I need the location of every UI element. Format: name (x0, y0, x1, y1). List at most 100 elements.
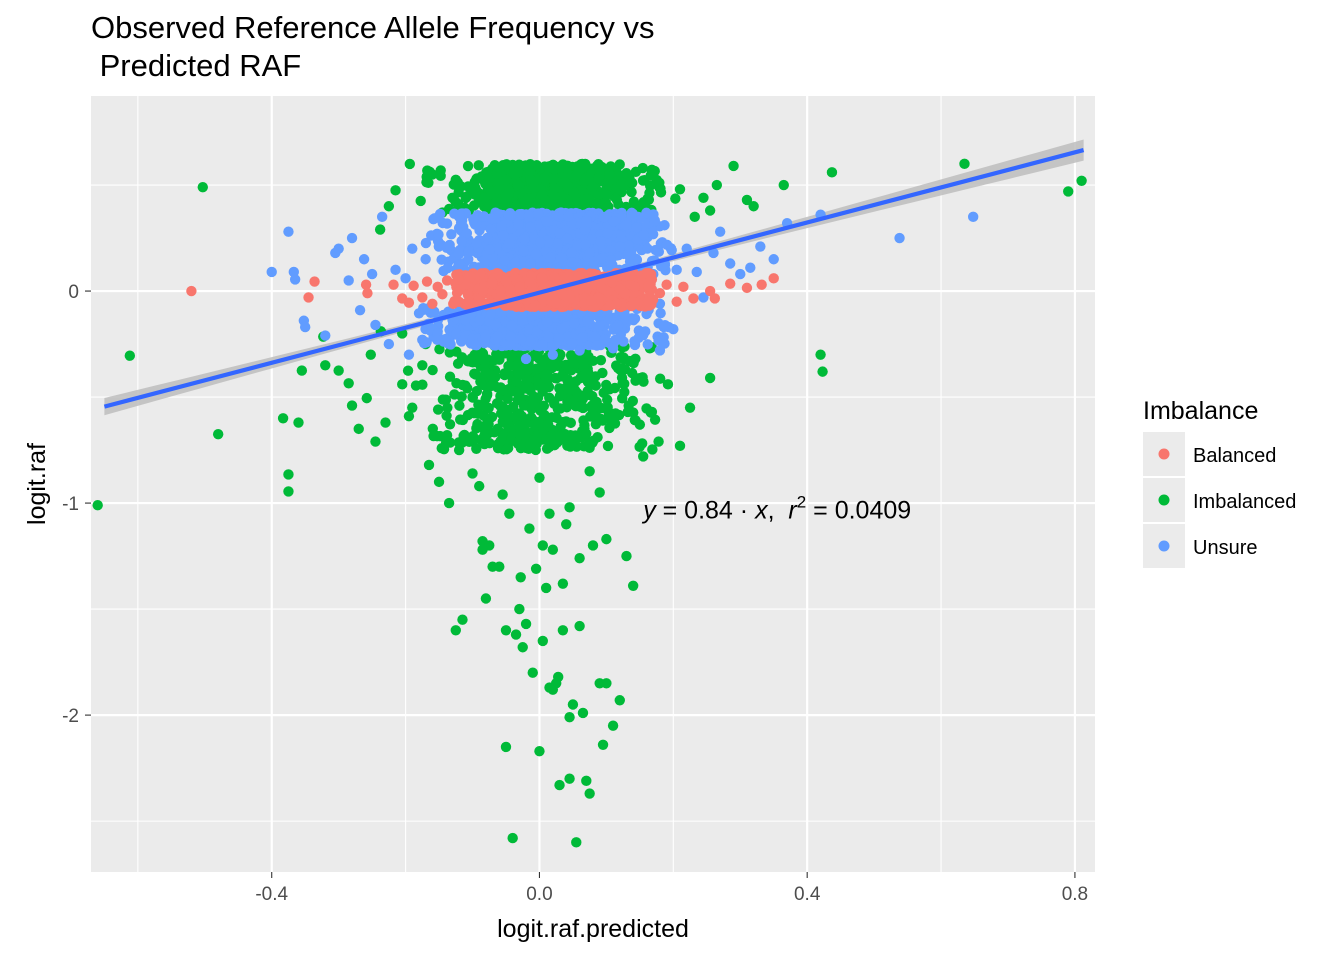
point-imbalanced (607, 720, 619, 731)
point-unsure (626, 210, 637, 221)
point-unsure (506, 320, 518, 331)
point-balanced (586, 295, 597, 306)
point-unsure (552, 238, 563, 249)
point-unsure (563, 211, 574, 222)
point-imbalanced (557, 578, 569, 589)
point-balanced (514, 281, 525, 293)
point-unsure (609, 334, 621, 346)
point-unsure (383, 338, 395, 350)
point-unsure (572, 240, 583, 251)
point-unsure (638, 229, 649, 241)
x-tick-label: -0.4 (255, 884, 288, 905)
point-unsure (545, 251, 556, 263)
point-unsure (537, 339, 548, 351)
point-unsure (524, 324, 535, 335)
point-imbalanced (595, 354, 607, 366)
point-unsure (505, 330, 516, 342)
point-imbalanced (494, 561, 505, 572)
point-imbalanced (444, 419, 456, 430)
point-unsure (894, 232, 905, 244)
point-imbalanced (383, 201, 395, 212)
equation-annotation: y = 0.84 · x, r2 = 0.0409 (641, 492, 911, 524)
point-imbalanced (514, 429, 525, 440)
point-unsure (376, 211, 388, 223)
point-imbalanced (522, 162, 533, 173)
point-unsure (474, 315, 485, 326)
point-unsure (649, 215, 660, 226)
point-imbalanced (638, 451, 649, 462)
point-balanced (661, 279, 672, 290)
point-unsure (608, 216, 620, 227)
point-imbalanced (621, 550, 632, 562)
point-imbalanced (124, 350, 136, 361)
point-imbalanced (444, 371, 456, 382)
point-unsure (542, 236, 554, 248)
point-imbalanced (616, 372, 628, 383)
point-imbalanced (548, 173, 559, 185)
point-imbalanced (607, 413, 619, 424)
point-imbalanced (435, 165, 446, 176)
point-balanced (576, 268, 588, 279)
point-imbalanced (507, 159, 518, 171)
legend-label: Unsure (1193, 537, 1257, 559)
point-unsure (602, 228, 613, 239)
point-imbalanced (283, 486, 294, 497)
point-imbalanced (698, 192, 709, 203)
point-unsure (543, 331, 554, 343)
point-unsure (631, 221, 642, 233)
point-imbalanced (584, 436, 595, 448)
legend-label: Imbalanced (1193, 491, 1296, 513)
point-unsure (595, 236, 607, 247)
point-imbalanced (434, 343, 445, 355)
point-unsure (596, 253, 607, 264)
point-unsure (266, 266, 277, 278)
point-balanced (632, 297, 643, 309)
point-imbalanced (530, 563, 542, 575)
point-imbalanced (283, 469, 294, 480)
point-imbalanced (433, 476, 445, 488)
point-unsure (420, 254, 431, 265)
point-imbalanced (748, 201, 759, 212)
point-unsure (584, 247, 595, 259)
point-imbalanced (601, 394, 613, 405)
point-imbalanced (646, 406, 658, 418)
point-imbalanced (549, 398, 560, 410)
point-imbalanced (509, 411, 520, 423)
legend-title: Imbalance (1143, 397, 1258, 425)
point-unsure (390, 264, 401, 276)
point-imbalanced (614, 695, 625, 706)
point-imbalanced (427, 169, 438, 180)
point-unsure (400, 273, 411, 284)
point-imbalanced (536, 382, 548, 393)
point-unsure (598, 211, 609, 223)
point-unsure (725, 258, 736, 269)
point-unsure (444, 239, 455, 251)
point-unsure (456, 235, 467, 247)
point-imbalanced (507, 832, 518, 844)
point-balanced (460, 279, 472, 290)
point-unsure (370, 319, 381, 331)
point-imbalanced (524, 523, 535, 534)
point-imbalanced (624, 355, 636, 367)
point-unsure (589, 332, 601, 343)
point-imbalanced (638, 376, 649, 387)
point-imbalanced (441, 430, 453, 441)
point-imbalanced (594, 487, 605, 498)
point-balanced (186, 285, 197, 297)
point-unsure (642, 339, 653, 350)
point-imbalanced (343, 378, 354, 389)
point-imbalanced (397, 379, 408, 390)
point-imbalanced (564, 773, 575, 784)
point-imbalanced (472, 418, 483, 430)
point-unsure (668, 324, 679, 335)
point-unsure (535, 237, 546, 248)
point-unsure (547, 349, 559, 360)
point-unsure (566, 247, 577, 259)
point-unsure (299, 321, 311, 333)
point-balanced (709, 293, 721, 304)
point-unsure (708, 247, 719, 259)
point-balanced (432, 281, 443, 293)
point-imbalanced (582, 385, 593, 397)
point-imbalanced (617, 393, 628, 404)
point-imbalanced (534, 745, 545, 757)
